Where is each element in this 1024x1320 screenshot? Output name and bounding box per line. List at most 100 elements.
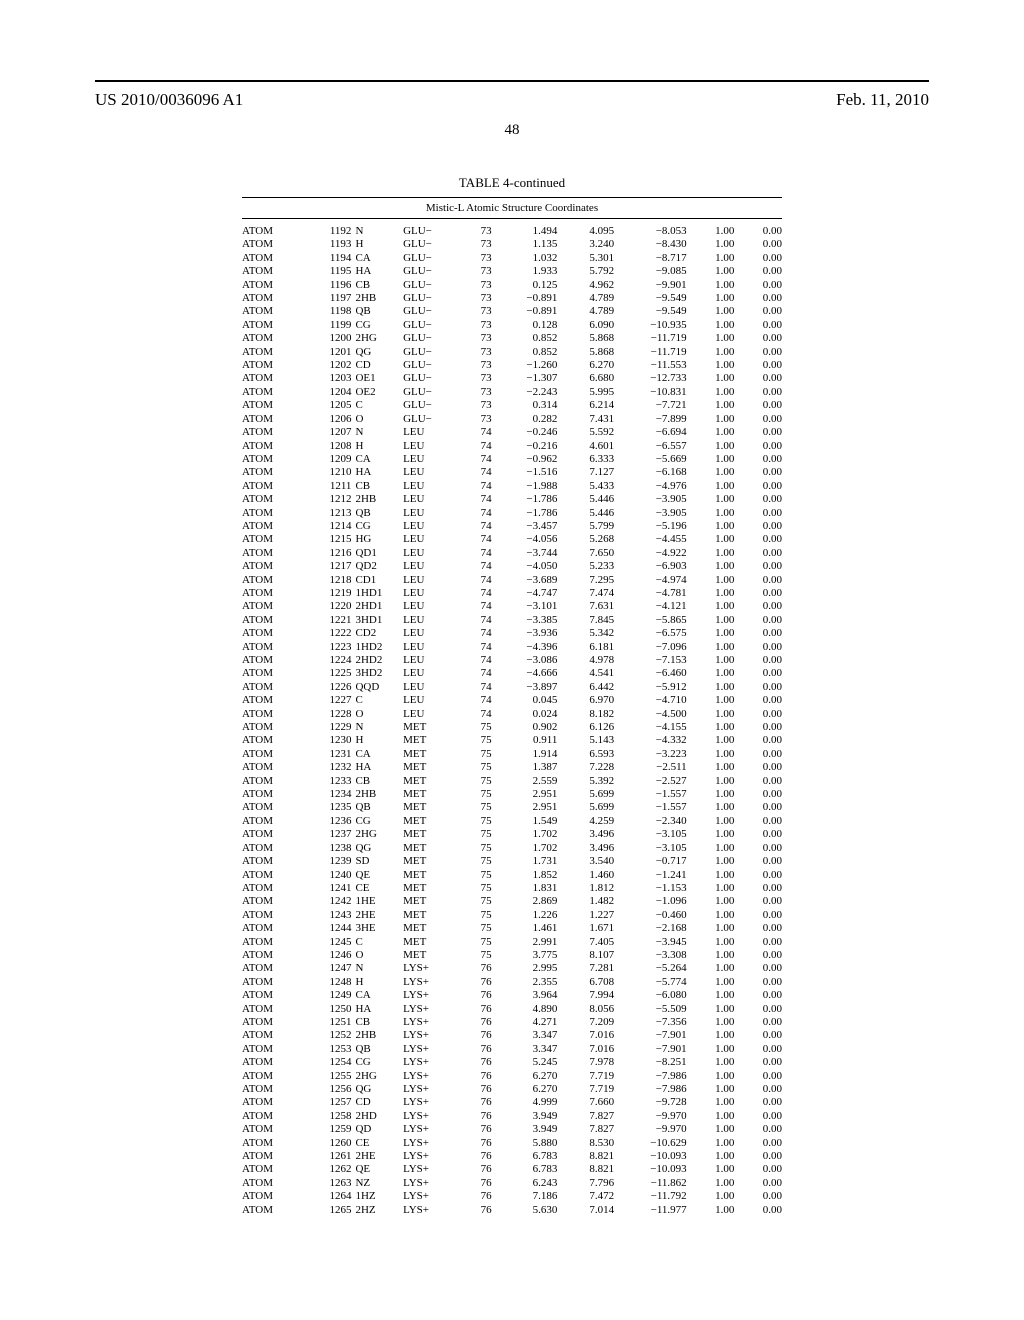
- table-row: ATOM1215HGLEU74−4.0565.268−4.4551.000.00: [242, 533, 782, 546]
- table-cell: 1.00: [687, 801, 735, 814]
- table-cell: 1229: [308, 721, 356, 734]
- table-cell: 1253: [308, 1043, 356, 1056]
- table-cell: 1.00: [687, 761, 735, 774]
- table-cell: ATOM: [242, 775, 308, 788]
- table-cell: ATOM: [242, 1150, 308, 1163]
- table-cell: 1249: [308, 989, 356, 1002]
- table-cell: 73: [458, 279, 492, 292]
- table-cell: 1260: [308, 1137, 356, 1150]
- table-cell: −0.460: [614, 909, 687, 922]
- table-cell: OE1: [355, 372, 403, 385]
- table-cell: 1265: [308, 1204, 356, 1217]
- table-cell: 0.00: [734, 386, 782, 399]
- table-cell: 1243: [308, 909, 356, 922]
- table-cell: 76: [458, 1056, 492, 1069]
- table-cell: 1.00: [687, 627, 735, 640]
- table-cell: ATOM: [242, 627, 308, 640]
- table-cell: 1.00: [687, 493, 735, 506]
- table-cell: NZ: [355, 1177, 403, 1190]
- table-row: ATOM1210HALEU74−1.5167.127−6.1681.000.00: [242, 466, 782, 479]
- table-cell: 7.281: [557, 962, 614, 975]
- table-cell: O: [355, 949, 403, 962]
- table-cell: 1230: [308, 734, 356, 747]
- table-cell: MET: [403, 922, 457, 935]
- table-cell: 1197: [308, 292, 356, 305]
- table-cell: 73: [458, 359, 492, 372]
- table-cell: LYS+: [403, 1123, 457, 1136]
- table-cell: 1.00: [687, 413, 735, 426]
- table-cell: −10.629: [614, 1137, 687, 1150]
- table-cell: GLU−: [403, 238, 457, 251]
- table-cell: 1261: [308, 1150, 356, 1163]
- table-cell: ATOM: [242, 453, 308, 466]
- table-cell: 1206: [308, 413, 356, 426]
- table-cell: 3.775: [492, 949, 558, 962]
- table-cell: 1.00: [687, 708, 735, 721]
- table-cell: 0.00: [734, 1043, 782, 1056]
- table-cell: 5.868: [557, 346, 614, 359]
- table-cell: 76: [458, 1137, 492, 1150]
- table-row: ATOM1256QGLYS+766.2707.719−7.9861.000.00: [242, 1083, 782, 1096]
- table-row: ATOM1251CBLYS+764.2717.209−7.3561.000.00: [242, 1016, 782, 1029]
- table-row: ATOM12253HD2LEU74−4.6664.541−6.4601.000.…: [242, 667, 782, 680]
- table-row: ATOM1222CD2LEU74−3.9365.342−6.5751.000.0…: [242, 627, 782, 640]
- table-cell: −11.862: [614, 1177, 687, 1190]
- table-cell: ATOM: [242, 882, 308, 895]
- table-cell: 1258: [308, 1110, 356, 1123]
- table-cell: 75: [458, 775, 492, 788]
- table-cell: 0.00: [734, 332, 782, 345]
- table-cell: 0.00: [734, 560, 782, 573]
- table-cell: 0.00: [734, 533, 782, 546]
- table-cell: 1241: [308, 882, 356, 895]
- table-cell: 1204: [308, 386, 356, 399]
- table-cell: 8.107: [557, 949, 614, 962]
- table-cell: 75: [458, 801, 492, 814]
- table-cell: 1.032: [492, 252, 558, 265]
- table-cell: 0.00: [734, 801, 782, 814]
- table-cell: ATOM: [242, 1123, 308, 1136]
- table-cell: 74: [458, 694, 492, 707]
- table-cell: −3.905: [614, 507, 687, 520]
- table-cell: N: [355, 225, 403, 238]
- table-cell: LYS+: [403, 1029, 457, 1042]
- table-cell: 6.181: [557, 641, 614, 654]
- table-cell: 5.245: [492, 1056, 558, 1069]
- table-cell: 1.933: [492, 265, 558, 278]
- table-cell: ATOM: [242, 788, 308, 801]
- table-cell: ATOM: [242, 292, 308, 305]
- table-row: ATOM1238QGMET751.7023.496−3.1051.000.00: [242, 842, 782, 855]
- table-cell: 3.240: [557, 238, 614, 251]
- table-cell: 1256: [308, 1083, 356, 1096]
- table-cell: 8.182: [557, 708, 614, 721]
- table-cell: MET: [403, 895, 457, 908]
- table-cell: 1.460: [557, 869, 614, 882]
- table-cell: 4.890: [492, 1003, 558, 1016]
- table-cell: 1.914: [492, 748, 558, 761]
- table-cell: 4.541: [557, 667, 614, 680]
- table-cell: CD2: [355, 627, 403, 640]
- table-cell: 0.00: [734, 895, 782, 908]
- table-cell: −12.733: [614, 372, 687, 385]
- table-cell: 1255: [308, 1070, 356, 1083]
- table-cell: 75: [458, 788, 492, 801]
- table-cell: −2.243: [492, 386, 558, 399]
- table-cell: 76: [458, 1177, 492, 1190]
- table-cell: ATOM: [242, 842, 308, 855]
- table-cell: 1.00: [687, 587, 735, 600]
- table-cell: 1264: [308, 1190, 356, 1203]
- table-cell: −4.666: [492, 667, 558, 680]
- table-cell: 7.472: [557, 1190, 614, 1203]
- table-cell: 1.549: [492, 815, 558, 828]
- table-cell: 76: [458, 989, 492, 1002]
- table-cell: CA: [355, 989, 403, 1002]
- table-cell: −3.308: [614, 949, 687, 962]
- table-cell: 2.559: [492, 775, 558, 788]
- table-cell: 1.702: [492, 828, 558, 841]
- table-cell: −5.912: [614, 681, 687, 694]
- table-cell: 1.00: [687, 721, 735, 734]
- table-cell: 75: [458, 842, 492, 855]
- table-cell: 74: [458, 466, 492, 479]
- table-cell: 1.00: [687, 734, 735, 747]
- table-cell: 0.00: [734, 976, 782, 989]
- atom-table: ATOM1192NGLU−731.4944.095−8.0531.000.00A…: [242, 225, 782, 1217]
